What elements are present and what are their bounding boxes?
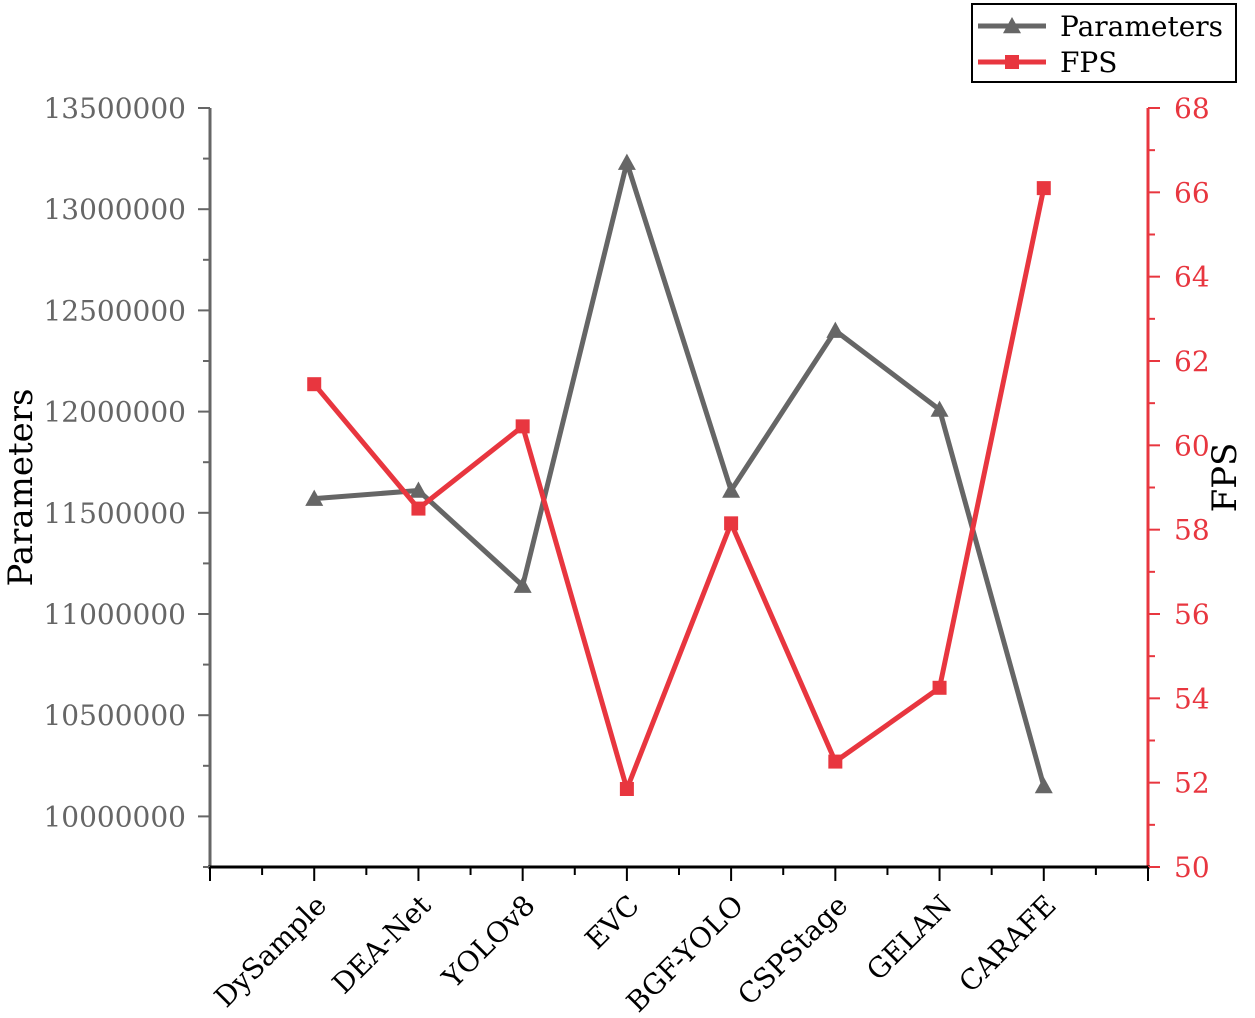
x-tick-label: DySample [208,889,333,1014]
fps-point [724,516,739,531]
x-tick-label: DEA-Net [326,888,438,1000]
fps-point [411,501,426,516]
right-tick-label: 60 [1174,429,1210,462]
right-tick-label: 68 [1174,92,1210,125]
legend-marker-fps [1005,55,1019,69]
legend-label-parameters: Parameters [1060,10,1223,43]
left-tick-label: 12500000 [43,294,186,327]
series-group [305,153,1053,796]
right-tick-label: 66 [1174,176,1210,209]
legend-label-fps: FPS [1060,46,1117,79]
x-tick-label: GELAN [860,889,958,987]
right-tick-label: 50 [1174,851,1210,884]
parameters-point [826,321,845,338]
axes-group: Parameters FPS [1,108,1245,869]
left-tick-label: 10500000 [43,699,186,732]
fps-point [515,419,530,434]
parameters-point [1034,777,1053,794]
parameters-point [617,153,636,170]
left-axis-title: Parameters [1,389,41,587]
right-tick-label: 54 [1174,682,1210,715]
x-tick-label: CSPStage [731,889,854,1012]
parameters-point [513,576,532,593]
fps-point [307,377,322,392]
parameters-point [722,481,741,498]
legend-marker-parameters [1003,17,1021,34]
x-tick-label: EVC [579,889,646,956]
parameters-point [305,489,324,506]
fps-point [619,781,634,796]
x-tick-label: CARAFE [953,889,1063,999]
fps-point [828,754,843,769]
x-tick-label: YOLOv8 [435,889,542,996]
left-tick-label: 12000000 [43,396,186,429]
left-tick-label: 10000000 [43,800,186,833]
fps-point [1036,181,1051,196]
right-tick-label: 52 [1174,767,1210,800]
fps-line [312,187,1047,792]
right-tick-label: 62 [1174,345,1210,378]
right-tick-label: 56 [1174,598,1210,631]
parameters-point [930,400,949,417]
fps-point [932,680,947,695]
left-tick-label: 11000000 [43,598,186,631]
right-tick-label: 58 [1174,514,1210,547]
parameters-point [409,481,428,498]
right-axis-title: FPS [1205,443,1245,513]
left-tick-label: 11500000 [43,497,186,530]
parameters-line [314,160,1047,787]
right-tick-label: 64 [1174,261,1210,294]
left-tick-label: 13500000 [43,92,186,125]
left-tick-label: 13000000 [43,193,186,226]
